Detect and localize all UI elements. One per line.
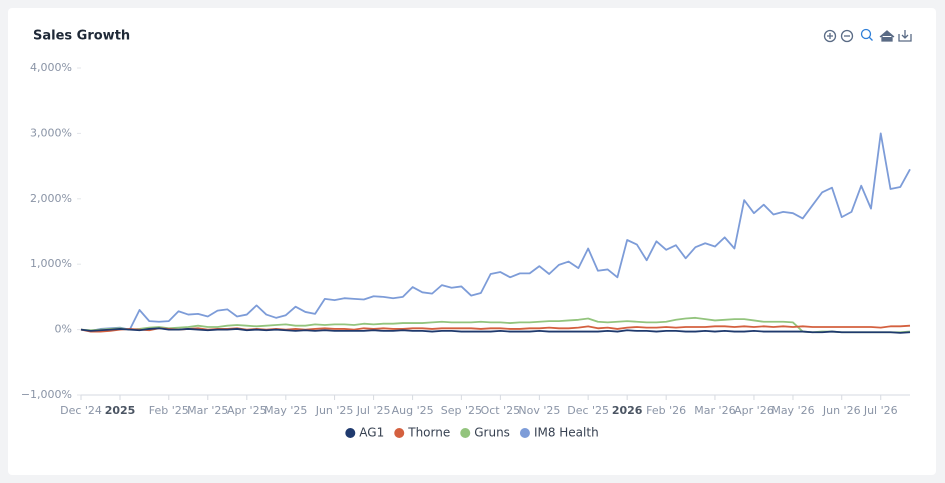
x-tick-label: Aug '25 [392,404,434,417]
legend-label: AG1 [359,426,384,440]
x-tick-label: Jul '26 [863,404,898,417]
card [8,8,936,475]
y-tick-label: 1,000% [30,257,72,270]
legend-label: Thorne [407,426,450,440]
x-tick-label: Oct '25 [481,404,521,417]
x-tick-label: Mar '25 [187,404,228,417]
series-line [80,327,911,334]
chart-title: Sales Growth [33,29,130,44]
y-tick-label: 4,000% [30,61,72,74]
legend-marker [345,428,356,438]
legend-marker [460,428,471,438]
legend-marker [519,428,530,438]
x-tick-label: May '25 [264,404,307,417]
y-tick-label: −1,000% [21,388,72,401]
x-tick-label: Nov '25 [518,404,560,417]
y-tick-label: 0% [55,323,72,336]
x-tick-label: Feb '25 [149,404,189,417]
legend-label: IM8 Health [534,426,599,440]
legend-label: Gruns [474,426,510,440]
series-line [80,316,911,334]
x-tick-label: Dec '25 [567,404,609,417]
x-tick-label: Mar '26 [694,404,735,417]
x-tick-label: Feb '26 [646,404,686,417]
x-tick-label: Sep '25 [441,404,482,417]
x-tick-label: Jun '26 [822,404,861,417]
toolbar[interactable] [823,28,912,43]
y-tick-label: 3,000% [30,126,72,139]
x-tick-label: May '26 [771,404,814,417]
x-tick-label: 2025 [105,404,136,417]
x-tick-label: Jun '25 [315,404,354,417]
y-tick-label: 2,000% [30,192,72,205]
x-tick-label: Jul '25 [356,404,391,417]
x-tick-label: Apr '25 [227,404,267,417]
x-tick-label: Dec '24 [60,404,102,417]
series-line [80,132,911,332]
x-tick-label: 2026 [612,404,643,417]
x-tick-label: Apr '26 [734,404,774,417]
legend-marker [394,428,405,438]
